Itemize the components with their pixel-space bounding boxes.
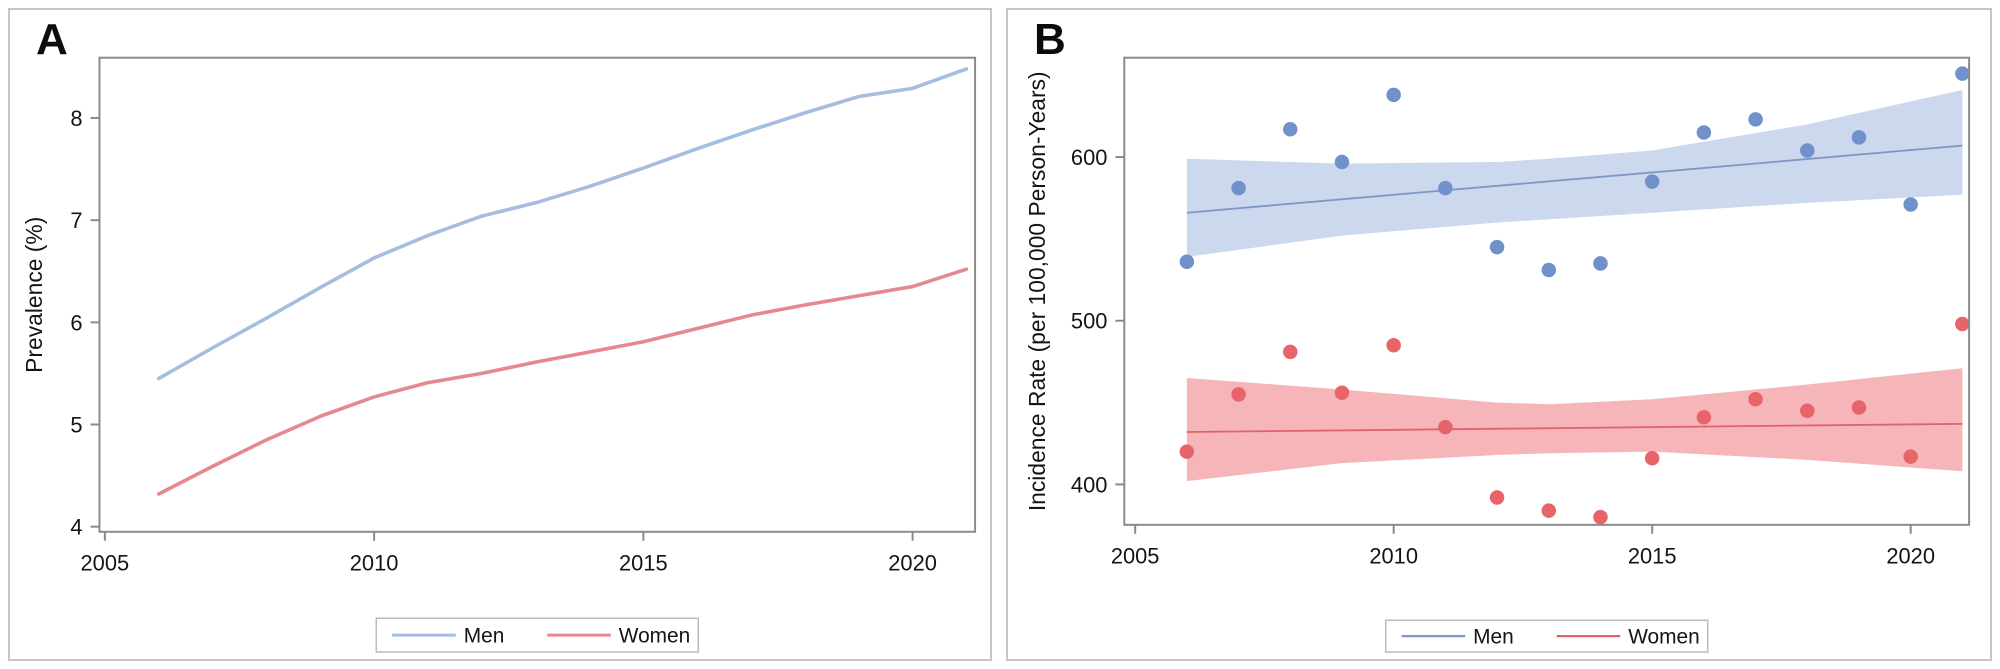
women-point-2013 xyxy=(1541,503,1557,518)
men-point-2010 xyxy=(1386,87,1401,103)
y-tick-label: 4 xyxy=(70,515,82,540)
men-point-2014 xyxy=(1593,256,1608,271)
women-point-2018 xyxy=(1800,403,1815,419)
men-point-2016 xyxy=(1696,125,1712,140)
x-tick-label: 2020 xyxy=(888,551,937,576)
women-point-2008 xyxy=(1283,344,1298,360)
legend-box xyxy=(375,617,700,653)
women-confidence-band xyxy=(1186,368,1963,482)
x-tick-label: 2005 xyxy=(1111,544,1160,569)
y-tick-label: 5 xyxy=(70,412,82,437)
x-tick-label: 2010 xyxy=(1369,544,1418,569)
men-point-2013 xyxy=(1541,262,1557,278)
women-point-2019 xyxy=(1851,400,1867,415)
women-point-2016 xyxy=(1696,410,1712,425)
men-point-2018 xyxy=(1800,143,1815,158)
men-point-2021 xyxy=(1955,66,1970,81)
men-trend-line xyxy=(156,67,969,381)
panel-a-card: 4 5 6 7 8 2005 2010 2015 2020 Prevalence (%) Men Wo… xyxy=(8,8,992,661)
men-point-2017 xyxy=(1748,112,1763,127)
x-tick-label: 2010 xyxy=(350,551,399,576)
plot-frame xyxy=(98,56,977,533)
men-point-2007 xyxy=(1231,180,1246,196)
women-point-2012 xyxy=(1489,490,1505,505)
men-point-2011 xyxy=(1438,180,1453,196)
women-point-2006 xyxy=(1179,444,1195,459)
legend-men-label: Men xyxy=(1473,626,1514,649)
panel-b-card: 400 500 600 2005 2010 2015 2020 Incidence Rate … xyxy=(1006,8,1992,661)
women-point-2020 xyxy=(1903,449,1918,464)
women-point-2021 xyxy=(1955,316,1970,332)
y-axis-label: Incidence Rate (per 100,000 Person-Years… xyxy=(1024,71,1050,511)
y-tick-label: 6 xyxy=(70,310,82,335)
panel-a-label: A xyxy=(36,15,69,64)
men-point-2008 xyxy=(1283,121,1298,137)
women-point-2010 xyxy=(1386,338,1401,353)
plot-frame xyxy=(1123,56,1971,526)
panel-b-label: B xyxy=(1034,15,1067,64)
men-point-2009 xyxy=(1334,154,1350,170)
men-point-2012 xyxy=(1489,239,1505,255)
legend-men-label: Men xyxy=(464,625,505,648)
women-point-2007 xyxy=(1231,387,1246,402)
panel-b-chart: 400 500 600 2005 2010 2015 2020 Incidence Rate … xyxy=(1024,56,1971,653)
x-tick-label: 2015 xyxy=(1628,544,1677,569)
legend-women-label: Women xyxy=(619,625,691,648)
x-tick-label: 2020 xyxy=(1886,544,1935,569)
x-tick-label: 2005 xyxy=(81,551,130,576)
y-tick-label: 500 xyxy=(1071,309,1107,334)
y-tick-label: 400 xyxy=(1071,472,1107,497)
women-point-2014 xyxy=(1593,509,1608,525)
panel-a-chart: 4 5 6 7 8 2005 2010 2015 2020 Prevalence (%) Men Wo… xyxy=(21,56,977,653)
men-point-2019 xyxy=(1851,130,1867,145)
y-axis-label: Prevalence (%) xyxy=(21,217,47,373)
women-trend-line xyxy=(156,267,969,496)
men-confidence-band xyxy=(1186,89,1963,257)
women-point-2015 xyxy=(1644,450,1660,466)
legend-women-label: Women xyxy=(1628,626,1700,649)
women-point-2017 xyxy=(1748,392,1763,407)
y-tick-label: 8 xyxy=(70,106,82,131)
men-point-2006 xyxy=(1179,254,1195,270)
women-fit-line xyxy=(1186,422,1963,433)
legend-box xyxy=(1384,619,1709,653)
women-point-2011 xyxy=(1438,419,1453,435)
women-point-2009 xyxy=(1334,385,1350,400)
y-tick-label: 600 xyxy=(1071,145,1107,170)
men-point-2020 xyxy=(1903,197,1918,212)
men-point-2015 xyxy=(1644,174,1660,189)
y-tick-label: 7 xyxy=(70,208,82,233)
men-fit-line xyxy=(1186,144,1963,214)
x-tick-label: 2015 xyxy=(619,551,668,576)
